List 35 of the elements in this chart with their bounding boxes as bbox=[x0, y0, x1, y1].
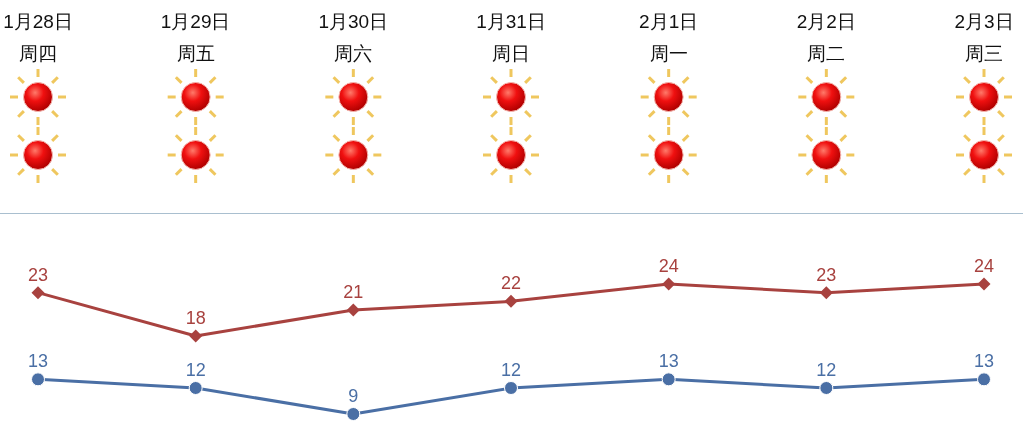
data-label: 12 bbox=[816, 360, 837, 380]
data-label: 13 bbox=[27, 351, 49, 372]
data-label: 12 bbox=[185, 360, 206, 380]
point bbox=[346, 303, 360, 317]
x-tick-label: 2月3日周三 bbox=[953, 10, 1015, 66]
point bbox=[977, 372, 991, 387]
data-label: 13 bbox=[973, 351, 995, 372]
point bbox=[188, 381, 203, 395]
x-tick-label: 2月2日周二 bbox=[795, 10, 857, 66]
point bbox=[504, 381, 518, 395]
x-tick-label: 2月1日周一 bbox=[638, 10, 700, 66]
point bbox=[819, 286, 833, 300]
data-label: 13 bbox=[658, 351, 679, 372]
data-label: 24 bbox=[973, 256, 995, 276]
data-label: 9 bbox=[348, 386, 359, 406]
data-label: 12 bbox=[500, 360, 522, 380]
point bbox=[31, 286, 45, 300]
data-label: 23 bbox=[816, 264, 837, 285]
point bbox=[977, 277, 991, 291]
point bbox=[346, 407, 361, 421]
data-label: 24 bbox=[658, 256, 679, 276]
point bbox=[31, 372, 45, 387]
x-tick-label: 1月29日周五 bbox=[159, 10, 232, 66]
point bbox=[819, 381, 834, 395]
point bbox=[662, 277, 676, 291]
data-label: 18 bbox=[185, 308, 206, 328]
data-label: 22 bbox=[500, 273, 522, 294]
point bbox=[661, 372, 676, 387]
x-tick-label: 1月28日周四 bbox=[2, 10, 74, 66]
data-label: 21 bbox=[343, 282, 364, 302]
point bbox=[504, 294, 518, 308]
point bbox=[189, 329, 203, 343]
data-label: 23 bbox=[27, 264, 49, 285]
x-tick-label: 1月30日周六 bbox=[317, 10, 390, 66]
x-tick-label: 1月31日周日 bbox=[475, 10, 547, 66]
